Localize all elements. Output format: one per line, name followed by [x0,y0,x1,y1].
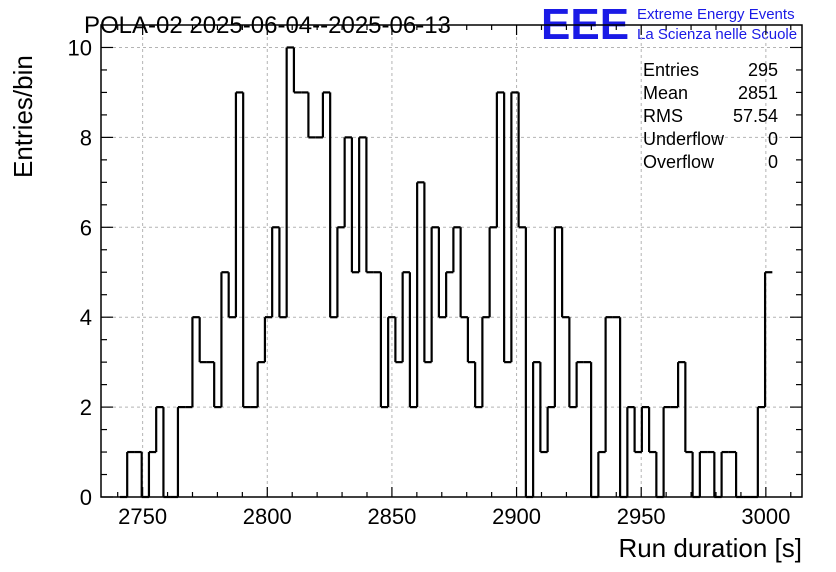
stats-box: Entries 295 Mean 2851 RMS 57.54 Underflow 0 Over… [643,60,778,172]
x-tick-label: 2900 [492,504,541,529]
stats-label: Mean [643,83,688,103]
y-tick-label: 8 [80,125,92,150]
x-tick-label: 2800 [243,504,292,529]
stats-label: Entries [643,60,699,80]
logo-line2: La Scienza nelle Scuole [637,26,797,43]
logo-line1: Extreme Energy Events [637,6,795,23]
stats-label: Overflow [643,152,715,172]
plot-border [100,24,803,498]
y-tick-label: 4 [80,305,92,330]
plot-frame [100,24,803,498]
y-tick-label: 10 [68,35,92,60]
stats-label: RMS [643,106,683,126]
stats-value: 0 [768,152,778,172]
stats-label: Underflow [643,129,725,149]
x-tick-label: 2950 [617,504,666,529]
stats-value: 2851 [738,83,778,103]
stats-value: 57.54 [733,106,778,126]
x-tick-label: 2750 [118,504,167,529]
grid-lines [101,25,802,498]
x-tick-label: 2850 [367,504,416,529]
axis-ticks [101,25,802,498]
y-axis-label: Entries/bin [8,55,38,178]
y-tick-label: 2 [80,395,92,420]
stats-value: 295 [748,60,778,80]
x-axis-label: Run duration [s] [618,533,802,563]
y-tick-label: 0 [80,485,92,510]
x-tick-label: 3000 [741,504,790,529]
stats-value: 0 [768,129,778,149]
y-tick-label: 6 [80,215,92,240]
